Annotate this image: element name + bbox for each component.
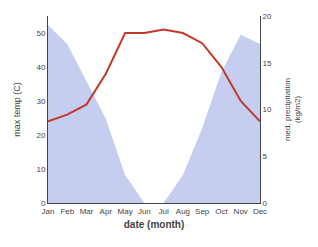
svg-text:10: 10 <box>263 105 272 114</box>
svg-text:5: 5 <box>263 152 268 161</box>
svg-text:Jan: Jan <box>42 207 55 216</box>
svg-text:20: 20 <box>263 12 272 21</box>
svg-text:0: 0 <box>41 199 46 208</box>
svg-text:20: 20 <box>36 131 45 140</box>
svg-text:Apr: Apr <box>100 207 113 216</box>
svg-text:10: 10 <box>36 165 45 174</box>
svg-text:date (month): date (month) <box>124 219 185 230</box>
svg-text:Feb: Feb <box>60 207 74 216</box>
svg-text:Mar: Mar <box>80 207 94 216</box>
svg-text:15: 15 <box>263 59 272 68</box>
svg-text:Oct: Oct <box>215 207 228 216</box>
svg-text:40: 40 <box>36 63 45 72</box>
svg-text:Nov: Nov <box>234 207 248 216</box>
svg-text:Jun: Jun <box>138 207 151 216</box>
svg-text:30: 30 <box>36 97 45 106</box>
svg-text:Jul: Jul <box>159 207 169 216</box>
svg-text:50: 50 <box>36 29 45 38</box>
svg-text:max temp (C): max temp (C) <box>12 82 22 137</box>
svg-text:Aug: Aug <box>176 207 190 216</box>
svg-text:Dec: Dec <box>253 207 267 216</box>
svg-text:med. precipitation(kg/m2): med. precipitation(kg/m2) <box>283 78 302 141</box>
svg-text:0: 0 <box>263 199 268 208</box>
svg-text:May: May <box>118 207 133 216</box>
svg-text:Sep: Sep <box>195 207 210 216</box>
